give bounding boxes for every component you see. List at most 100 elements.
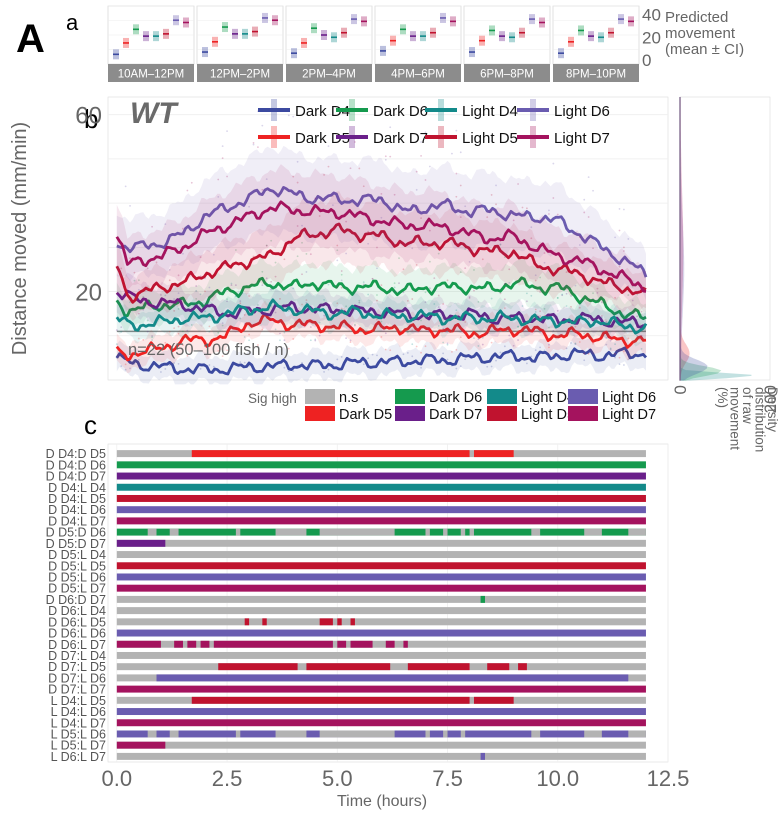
raw-point xyxy=(464,205,467,208)
raw-point xyxy=(636,315,639,318)
row-segment xyxy=(385,640,395,648)
row-segment xyxy=(628,730,646,738)
raw-point xyxy=(309,339,312,342)
raw-point xyxy=(164,294,167,297)
row-segment xyxy=(244,618,250,626)
raw-point xyxy=(459,151,462,154)
raw-point xyxy=(512,344,515,347)
line-dark-d5 xyxy=(115,312,647,362)
row-d-d7-l-d5: D D7:L D5 xyxy=(48,660,646,674)
c-legend-label-light-d6: Light D6 xyxy=(602,390,656,406)
raw-point xyxy=(592,298,594,300)
raw-point xyxy=(182,252,184,255)
raw-point xyxy=(543,314,546,317)
row-base-bar xyxy=(116,618,646,626)
raw-point xyxy=(543,307,546,310)
raw-point xyxy=(151,335,153,337)
raw-point xyxy=(327,368,330,371)
c-legend-title: Sig high xyxy=(248,391,297,406)
raw-point xyxy=(464,248,467,250)
raw-point xyxy=(596,287,599,290)
raw-point xyxy=(349,339,352,342)
raw-point xyxy=(371,353,374,356)
raw-point xyxy=(521,305,524,307)
raw-point xyxy=(459,184,462,187)
raw-point xyxy=(424,291,427,294)
raw-point xyxy=(578,341,581,343)
raw-point xyxy=(336,358,339,361)
legend-label-dark-d4: Dark D4 xyxy=(295,103,350,120)
raw-point xyxy=(137,337,140,340)
raw-point xyxy=(433,244,436,247)
raw-point xyxy=(137,358,140,361)
row-label: L D4:L D7 xyxy=(51,716,106,730)
c-legend-label-dark-d5: Dark D5 xyxy=(339,407,392,423)
raw-point xyxy=(230,282,233,285)
raw-point xyxy=(226,175,228,178)
raw-point xyxy=(208,315,211,318)
row-label: D D6:L D6 xyxy=(48,627,106,641)
raw-point xyxy=(640,347,643,350)
raw-point xyxy=(190,181,193,184)
row-label: D D7:L D5 xyxy=(48,660,106,674)
raw-point xyxy=(367,357,370,360)
raw-point xyxy=(437,324,440,327)
raw-point xyxy=(574,320,577,323)
raw-point xyxy=(270,288,273,291)
series-light-d4 xyxy=(115,281,648,350)
raw-point xyxy=(243,322,246,325)
raw-point xyxy=(248,205,251,208)
panel-label-b: b xyxy=(84,104,98,134)
raw-point xyxy=(336,249,339,252)
raw-point xyxy=(477,345,480,347)
series-dark-d5 xyxy=(115,299,647,374)
raw-point xyxy=(411,298,414,300)
row-label: L D4:L D5 xyxy=(51,694,106,708)
raw-point xyxy=(627,337,630,340)
raw-point xyxy=(640,310,643,313)
raw-point xyxy=(212,365,215,368)
row-segment xyxy=(235,528,241,536)
raw-point xyxy=(208,325,211,328)
raw-point xyxy=(402,268,405,271)
raw-point xyxy=(636,293,639,296)
row-segment xyxy=(147,730,157,738)
raw-point xyxy=(137,279,140,282)
raw-point xyxy=(614,356,616,359)
raw-point xyxy=(371,277,374,280)
raw-point xyxy=(455,309,458,312)
raw-point xyxy=(283,339,286,342)
row-base-bar xyxy=(116,607,646,615)
raw-point xyxy=(380,192,383,195)
raw-point xyxy=(389,349,392,352)
raw-point xyxy=(433,289,436,292)
row-base-bar xyxy=(116,517,646,525)
raw-point xyxy=(495,289,497,292)
raw-point xyxy=(534,311,537,313)
raw-point xyxy=(292,175,295,178)
raw-point xyxy=(129,257,131,260)
raw-point xyxy=(124,313,127,316)
raw-point xyxy=(393,286,396,289)
raw-point xyxy=(552,162,555,165)
row-label: D D4:L D7 xyxy=(48,514,106,528)
raw-point xyxy=(398,282,400,285)
raw-point xyxy=(173,304,176,307)
raw-point xyxy=(173,327,176,330)
c-legend-label-n-s: n.s xyxy=(339,390,358,406)
raw-point xyxy=(367,230,370,233)
raw-point xyxy=(358,286,361,288)
row-d-d4-l-d4: D D4:L D4 xyxy=(48,481,646,495)
row-d-d6-l-d5: D D6:L D5 xyxy=(48,615,646,629)
raw-point xyxy=(468,297,471,299)
raw-point xyxy=(486,332,489,335)
raw-point xyxy=(503,307,506,310)
row-base-bar xyxy=(116,752,646,760)
raw-point xyxy=(402,309,405,312)
raw-point xyxy=(142,302,145,305)
raw-point xyxy=(257,146,259,149)
row-segment xyxy=(460,730,466,738)
raw-point xyxy=(596,291,599,294)
raw-point xyxy=(340,356,343,358)
